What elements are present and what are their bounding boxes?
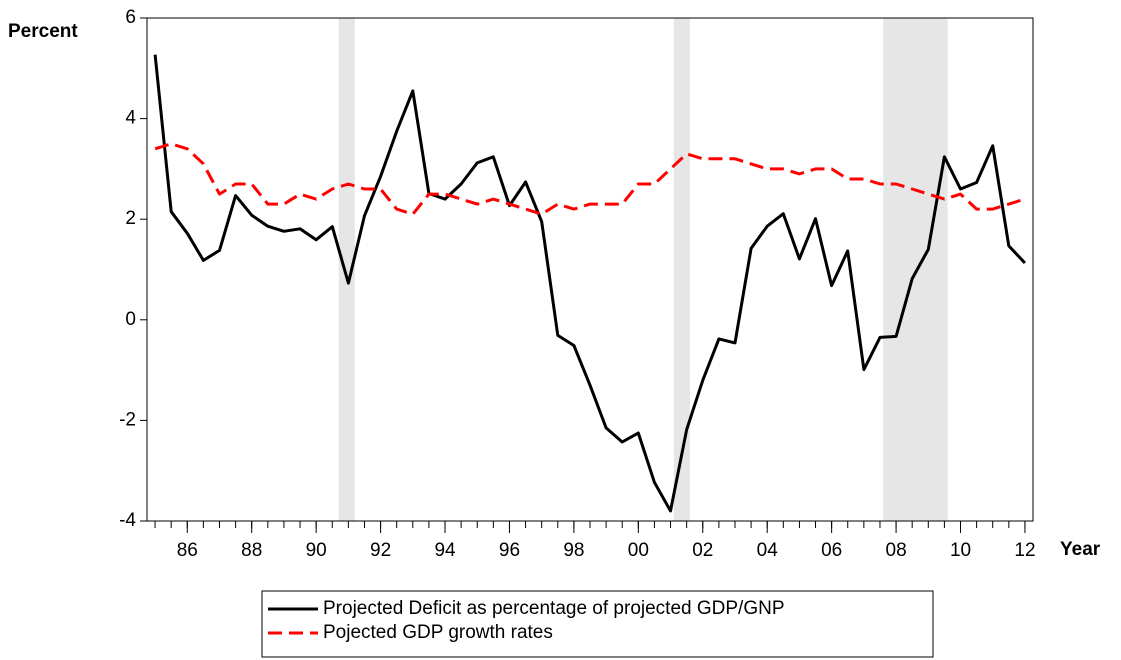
x-tick-label: 06 xyxy=(821,540,842,561)
x-tick-label: 92 xyxy=(370,540,391,561)
legend-label: Pojected GDP growth rates xyxy=(323,622,553,643)
x-tick-label: 94 xyxy=(434,540,456,561)
y-tick-label: 6 xyxy=(125,7,136,28)
x-tick-label: 02 xyxy=(692,540,713,561)
recession-band xyxy=(883,18,948,521)
y-tick-label: -4 xyxy=(119,510,136,531)
y-tick-label: 2 xyxy=(125,208,136,229)
x-tick-label: 08 xyxy=(886,540,907,561)
x-tick-label: 88 xyxy=(241,540,262,561)
x-tick-label: 10 xyxy=(950,540,971,561)
x-tick-label: 12 xyxy=(1014,540,1035,561)
x-tick-label: 96 xyxy=(499,540,520,561)
x-axis-label: Year xyxy=(1060,539,1101,560)
x-tick-label: 86 xyxy=(177,540,198,561)
x-tick-label: 00 xyxy=(628,540,649,561)
y-tick-label: 4 xyxy=(125,108,136,129)
y-tick-label: -2 xyxy=(119,409,136,430)
y-axis-label: Percent xyxy=(8,21,78,42)
series-line xyxy=(153,54,1026,513)
legend-box xyxy=(261,590,934,658)
x-tick-label: 04 xyxy=(757,540,779,561)
x-tick-label: 90 xyxy=(306,540,327,561)
series-line xyxy=(154,142,1026,216)
recession-band xyxy=(673,18,690,521)
y-tick-label: 0 xyxy=(125,309,136,330)
x-tick-label: 98 xyxy=(563,540,584,561)
recession-band xyxy=(338,18,355,521)
legend-label: Projected Deficit as percentage of proje… xyxy=(323,598,785,619)
